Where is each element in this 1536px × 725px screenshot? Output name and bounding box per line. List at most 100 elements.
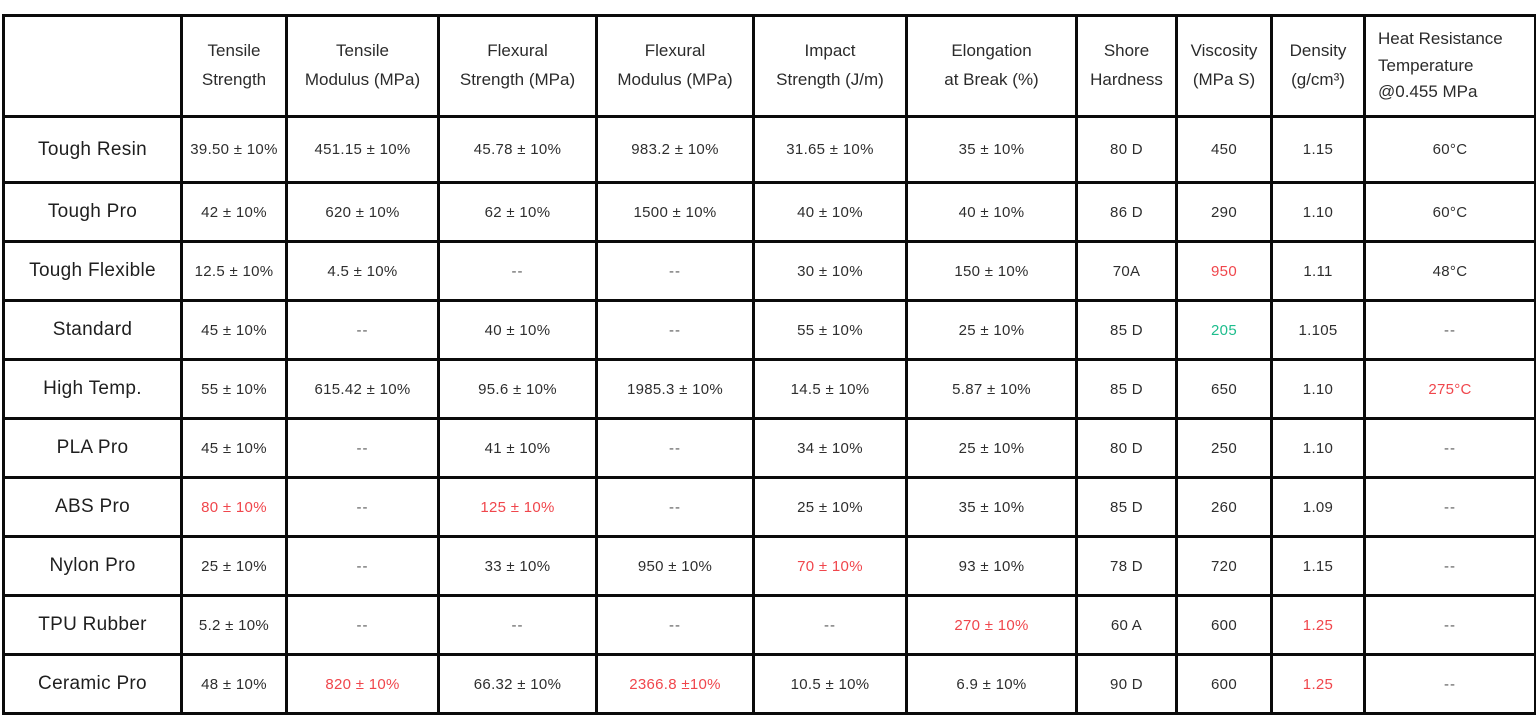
- cell-flexural-strength: 125 ± 10%: [437, 476, 598, 538]
- cell-heat-resistance: 60°C: [1363, 115, 1536, 184]
- cell-impact-strength: 31.65 ± 10%: [752, 115, 908, 184]
- cell-density: 1.25: [1270, 653, 1366, 715]
- cell-tensile-modulus: --: [285, 535, 440, 597]
- cell-density: 1.09: [1270, 476, 1366, 538]
- column-header-material: [2, 14, 183, 118]
- column-header-heat-resistance: Heat Resistance Temperature @0.455 MPa: [1363, 14, 1536, 118]
- column-header-viscosity: Viscosity (MPa S): [1175, 14, 1273, 118]
- table-header: Tensile Strength Tensile Modulus (MPa) Fle…: [2, 14, 1536, 118]
- cell-tensile-modulus: 4.5 ± 10%: [285, 240, 440, 302]
- cell-density: 1.105: [1270, 299, 1366, 361]
- cell-flexural-modulus: --: [595, 299, 755, 361]
- material-name: TPU Rubber: [2, 594, 183, 656]
- cell-flexural-modulus: 2366.8 ±10%: [595, 653, 755, 715]
- cell-heat-resistance: --: [1363, 299, 1536, 361]
- cell-heat-resistance: 60°C: [1363, 181, 1536, 243]
- cell-flexural-strength: 40 ± 10%: [437, 299, 598, 361]
- cell-tensile-strength: 39.50 ± 10%: [180, 115, 288, 184]
- cell-heat-resistance: --: [1363, 417, 1536, 479]
- cell-impact-strength: 70 ± 10%: [752, 535, 908, 597]
- cell-density: 1.11: [1270, 240, 1366, 302]
- table-row: High Temp. 55 ± 10% 615.42 ± 10% 95.6 ± 10%…: [2, 358, 1536, 420]
- cell-density: 1.15: [1270, 535, 1366, 597]
- cell-tensile-strength: 48 ± 10%: [180, 653, 288, 715]
- table-row: Tough Resin 39.50 ± 10% 451.15 ± 10% 45.78 …: [2, 115, 1536, 184]
- cell-elongation-at-break: 6.9 ± 10%: [905, 653, 1078, 715]
- cell-tensile-strength: 45 ± 10%: [180, 417, 288, 479]
- cell-flexural-modulus: --: [595, 417, 755, 479]
- cell-elongation-at-break: 5.87 ± 10%: [905, 358, 1078, 420]
- cell-shore-hardness: 80 D: [1075, 417, 1178, 479]
- cell-shore-hardness: 85 D: [1075, 299, 1178, 361]
- cell-heat-resistance: --: [1363, 476, 1536, 538]
- column-header-density: Density (g/cm³): [1270, 14, 1366, 118]
- cell-density: 1.15: [1270, 115, 1366, 184]
- cell-viscosity: 450: [1175, 115, 1273, 184]
- cell-viscosity: 600: [1175, 653, 1273, 715]
- column-header-flexural-strength: Flexural Strength (MPa): [437, 14, 598, 118]
- cell-viscosity: 250: [1175, 417, 1273, 479]
- column-header-elongation-at-break: Elongation at Break (%): [905, 14, 1078, 118]
- cell-viscosity: 260: [1175, 476, 1273, 538]
- cell-impact-strength: 30 ± 10%: [752, 240, 908, 302]
- cell-density: 1.10: [1270, 358, 1366, 420]
- cell-tensile-modulus: --: [285, 299, 440, 361]
- cell-impact-strength: 40 ± 10%: [752, 181, 908, 243]
- cell-shore-hardness: 86 D: [1075, 181, 1178, 243]
- cell-tensile-strength: 5.2 ± 10%: [180, 594, 288, 656]
- material-name: Tough Pro: [2, 181, 183, 243]
- cell-flexural-strength: 45.78 ± 10%: [437, 115, 598, 184]
- cell-heat-resistance: 275°C: [1363, 358, 1536, 420]
- cell-tensile-modulus: --: [285, 476, 440, 538]
- cell-tensile-strength: 42 ± 10%: [180, 181, 288, 243]
- cell-elongation-at-break: 270 ± 10%: [905, 594, 1078, 656]
- cell-tensile-modulus: --: [285, 594, 440, 656]
- material-properties-table: Tensile Strength Tensile Modulus (MPa) Fle…: [2, 14, 1536, 715]
- cell-tensile-strength: 55 ± 10%: [180, 358, 288, 420]
- cell-shore-hardness: 60 A: [1075, 594, 1178, 656]
- cell-viscosity: 650: [1175, 358, 1273, 420]
- cell-viscosity: 950: [1175, 240, 1273, 302]
- material-name: ABS Pro: [2, 476, 183, 538]
- material-name: Tough Resin: [2, 115, 183, 184]
- cell-flexural-modulus: 950 ± 10%: [595, 535, 755, 597]
- header-row: Tensile Strength Tensile Modulus (MPa) Fle…: [2, 14, 1536, 118]
- cell-elongation-at-break: 25 ± 10%: [905, 299, 1078, 361]
- cell-flexural-modulus: 1985.3 ± 10%: [595, 358, 755, 420]
- table-row: Tough Flexible 12.5 ± 10% 4.5 ± 10% -- -- 30 …: [2, 240, 1536, 302]
- cell-flexural-modulus: --: [595, 594, 755, 656]
- cell-viscosity: 600: [1175, 594, 1273, 656]
- cell-elongation-at-break: 35 ± 10%: [905, 115, 1078, 184]
- cell-heat-resistance: 48°C: [1363, 240, 1536, 302]
- cell-viscosity: 290: [1175, 181, 1273, 243]
- cell-heat-resistance: --: [1363, 653, 1536, 715]
- cell-heat-resistance: --: [1363, 535, 1536, 597]
- cell-shore-hardness: 78 D: [1075, 535, 1178, 597]
- cell-elongation-at-break: 93 ± 10%: [905, 535, 1078, 597]
- cell-impact-strength: 34 ± 10%: [752, 417, 908, 479]
- table-row: Nylon Pro 25 ± 10% -- 33 ± 10% 950 ± 10% 70 ±…: [2, 535, 1536, 597]
- cell-impact-strength: 10.5 ± 10%: [752, 653, 908, 715]
- cell-impact-strength: 25 ± 10%: [752, 476, 908, 538]
- cell-heat-resistance: --: [1363, 594, 1536, 656]
- material-name: PLA Pro: [2, 417, 183, 479]
- table-row: Standard 45 ± 10% -- 40 ± 10% -- 55 ± 10% 25 ±…: [2, 299, 1536, 361]
- cell-flexural-strength: 66.32 ± 10%: [437, 653, 598, 715]
- cell-density: 1.25: [1270, 594, 1366, 656]
- cell-elongation-at-break: 25 ± 10%: [905, 417, 1078, 479]
- table-row: PLA Pro 45 ± 10% -- 41 ± 10% -- 34 ± 10% 25 ± …: [2, 417, 1536, 479]
- cell-tensile-strength: 12.5 ± 10%: [180, 240, 288, 302]
- cell-elongation-at-break: 150 ± 10%: [905, 240, 1078, 302]
- cell-flexural-strength: 62 ± 10%: [437, 181, 598, 243]
- material-name: Tough Flexible: [2, 240, 183, 302]
- cell-impact-strength: 55 ± 10%: [752, 299, 908, 361]
- cell-tensile-modulus: --: [285, 417, 440, 479]
- column-header-tensile-modulus: Tensile Modulus (MPa): [285, 14, 440, 118]
- column-header-tensile-strength: Tensile Strength: [180, 14, 288, 118]
- cell-elongation-at-break: 40 ± 10%: [905, 181, 1078, 243]
- table-row: Ceramic Pro 48 ± 10% 820 ± 10% 66.32 ± 10% 2…: [2, 653, 1536, 715]
- column-header-impact-strength: Impact Strength (J/m): [752, 14, 908, 118]
- cell-viscosity: 720: [1175, 535, 1273, 597]
- cell-shore-hardness: 90 D: [1075, 653, 1178, 715]
